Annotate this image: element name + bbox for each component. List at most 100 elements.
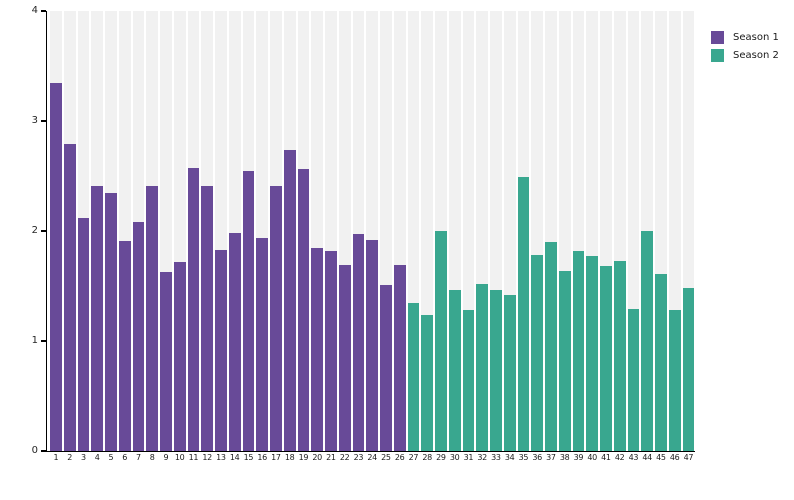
bar-slot-34 <box>503 11 516 451</box>
x-tick-label-39: 39 <box>573 453 584 462</box>
bar-slot-46 <box>668 11 681 451</box>
bar-11-season-1 <box>187 168 200 451</box>
bar-2-season-1 <box>63 144 76 451</box>
bar-18-season-1 <box>283 149 296 451</box>
bar-42-season-2 <box>613 260 626 451</box>
bar-slot-16 <box>256 11 268 451</box>
bar-slot-29 <box>435 11 447 451</box>
x-tick-label-15: 15 <box>243 453 254 462</box>
plot-area <box>50 11 695 451</box>
x-tick-label-5: 5 <box>108 453 114 462</box>
x-tick-label-43: 43 <box>628 453 639 462</box>
bar-32-season-2 <box>476 283 488 451</box>
y-tick-1: 1 <box>32 336 46 346</box>
bar-slot-13 <box>215 11 227 451</box>
x-tick-label-22: 22 <box>339 453 350 462</box>
bar-slot-18 <box>283 11 296 451</box>
x-tick-label-13: 13 <box>216 453 226 462</box>
bar-slot-40 <box>586 11 598 451</box>
y-tick-label: 0 <box>31 445 38 456</box>
x-tick-label-25: 25 <box>381 453 391 462</box>
bar-31-season-2 <box>462 310 475 451</box>
bar-41-season-2 <box>600 266 612 451</box>
x-tick-label-37: 37 <box>546 453 556 462</box>
y-tick-3: 3 <box>32 116 46 126</box>
bar-46-season-2 <box>668 310 681 451</box>
x-tick-label-36: 36 <box>532 453 542 462</box>
x-tick-label-9: 9 <box>163 453 169 462</box>
y-tick-mark <box>41 340 46 342</box>
bar-slot-4 <box>91 11 103 451</box>
x-tick-label-24: 24 <box>367 453 377 462</box>
bar-15-season-1 <box>242 170 255 451</box>
bar-slot-11 <box>187 11 200 451</box>
bar-slot-45 <box>655 11 667 451</box>
x-axis-spine <box>44 450 695 452</box>
bar-slot-30 <box>448 11 461 451</box>
bar-slot-25 <box>380 11 392 451</box>
x-tick-label-2: 2 <box>67 453 73 462</box>
bar-slot-44 <box>641 11 653 451</box>
bar-14-season-1 <box>228 233 241 451</box>
y-tick-label: 4 <box>31 5 38 16</box>
x-axis-labels: 1 2 3 4 5 6 7 8 9 10 11 12 13 14 15 16 17 18 19 20 21 22 23 24 2… <box>50 454 694 462</box>
x-tick-label-10: 10 <box>174 453 185 462</box>
y-tick-2: 2 <box>32 226 46 236</box>
x-tick-label-35: 35 <box>518 453 529 462</box>
bar-12-season-1 <box>201 185 213 451</box>
bar-slot-23 <box>352 11 365 451</box>
x-tick-label-11: 11 <box>188 453 199 462</box>
legend: Season 1 Season 2 <box>711 31 779 62</box>
bar-slot-47 <box>682 11 695 451</box>
x-tick-label-26: 26 <box>394 453 405 462</box>
bar-slot-2 <box>63 11 76 451</box>
x-tick-label-23: 23 <box>353 453 364 462</box>
bar-slot-14 <box>228 11 241 451</box>
bar-slot-1 <box>50 11 62 451</box>
bar-slot-35 <box>517 11 530 451</box>
bar-slot-3 <box>77 11 90 451</box>
bar-slot-24 <box>366 11 378 451</box>
x-tick-label-31: 31 <box>463 453 474 462</box>
x-tick-label-38: 38 <box>559 453 570 462</box>
y-tick-mark <box>41 10 46 12</box>
x-tick-label-32: 32 <box>477 453 487 462</box>
x-tick-label-41: 41 <box>601 453 611 462</box>
x-tick-label-3: 3 <box>80 453 86 462</box>
bar-22-season-1 <box>338 265 351 451</box>
y-tick-0: 0 <box>32 446 46 456</box>
bar-slot-42 <box>613 11 626 451</box>
bar-5-season-1 <box>105 192 117 451</box>
bar-20-season-1 <box>311 247 323 451</box>
bar-45-season-2 <box>655 273 667 451</box>
y-tick-mark <box>41 120 46 122</box>
bar-1-season-1 <box>50 82 62 451</box>
x-tick-label-34: 34 <box>504 453 515 462</box>
bar-slot-19 <box>297 11 310 451</box>
x-tick-label-7: 7 <box>135 453 141 462</box>
x-tick-label-17: 17 <box>271 453 281 462</box>
x-tick-label-4: 4 <box>94 453 100 462</box>
bar-28-season-2 <box>421 314 433 451</box>
x-tick-label-44: 44 <box>642 453 652 462</box>
x-tick-label-6: 6 <box>122 453 128 462</box>
bar-21-season-1 <box>325 250 337 451</box>
y-tick-mark <box>41 450 46 452</box>
bar-slot-22 <box>338 11 351 451</box>
bar-10-season-1 <box>173 261 186 451</box>
y-tick-mark <box>41 230 46 232</box>
x-tick-label-40: 40 <box>587 453 597 462</box>
bar-slot-7 <box>132 11 145 451</box>
bar-slot-36 <box>531 11 543 451</box>
season-2-swatch <box>711 49 724 62</box>
bar-37-season-2 <box>545 242 557 451</box>
legend-label-season-1: Season 1 <box>733 31 779 43</box>
bar-slot-37 <box>545 11 557 451</box>
bar-13-season-1 <box>215 249 227 451</box>
bar-25-season-1 <box>380 284 392 451</box>
x-tick-label-47: 47 <box>683 453 694 462</box>
bar-slot-33 <box>490 11 502 451</box>
bar-23-season-1 <box>352 234 365 451</box>
x-tick-label-42: 42 <box>614 453 625 462</box>
